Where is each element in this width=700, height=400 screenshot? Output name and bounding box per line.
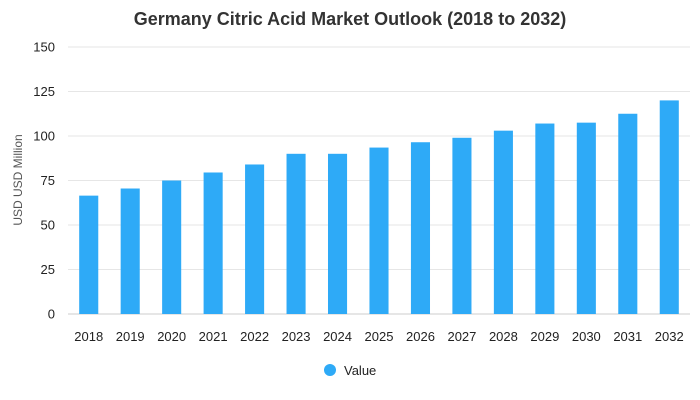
- y-tick-label-0: 0: [48, 307, 55, 322]
- x-tick-label-2027: 2027: [447, 329, 476, 344]
- bar-2022[interactable]: [245, 164, 265, 314]
- bar-2025[interactable]: [369, 147, 389, 314]
- bar-2018[interactable]: [79, 195, 99, 314]
- x-tick-label-2032: 2032: [655, 329, 684, 344]
- chart-title: Germany Citric Acid Market Outlook (2018…: [134, 9, 566, 29]
- x-tick-label-2020: 2020: [157, 329, 186, 344]
- y-axis-ticks: 0 25 50 75 100 125 150: [33, 40, 55, 322]
- bar-2020[interactable]: [162, 180, 182, 315]
- legend-marker-value: [324, 364, 336, 376]
- x-tick-label-2026: 2026: [406, 329, 435, 344]
- bar-2021[interactable]: [203, 172, 223, 314]
- bar-2030[interactable]: [576, 122, 596, 315]
- legend[interactable]: Value: [324, 363, 376, 378]
- x-tick-label-2029: 2029: [530, 329, 559, 344]
- y-tick-label-150: 150: [33, 40, 55, 55]
- bar-2026[interactable]: [410, 142, 431, 314]
- bar-2032[interactable]: [659, 100, 679, 315]
- x-tick-label-2025: 2025: [365, 329, 394, 344]
- legend-label-value: Value: [344, 363, 376, 378]
- bar-2029[interactable]: [535, 123, 555, 314]
- x-tick-label-2028: 2028: [489, 329, 518, 344]
- x-tick-label-2019: 2019: [116, 329, 145, 344]
- bar-2028[interactable]: [493, 130, 513, 314]
- x-tick-label-2022: 2022: [240, 329, 269, 344]
- bar-2019[interactable]: [120, 188, 140, 314]
- y-tick-label-75: 75: [41, 173, 55, 188]
- x-tick-label-2030: 2030: [572, 329, 601, 344]
- bar-2023[interactable]: [286, 153, 306, 314]
- y-tick-label-25: 25: [41, 262, 55, 277]
- x-tick-label-2031: 2031: [613, 329, 642, 344]
- y-tick-label-100: 100: [33, 129, 55, 144]
- x-tick-label-2023: 2023: [282, 329, 311, 344]
- y-tick-label-125: 125: [33, 84, 55, 99]
- y-tick-label-50: 50: [41, 218, 55, 233]
- bar-2024[interactable]: [327, 153, 348, 314]
- x-tick-label-2018: 2018: [74, 329, 103, 344]
- bar-2031[interactable]: [618, 113, 638, 314]
- bar-2027[interactable]: [452, 137, 472, 314]
- y-axis-label: USD USD Million: [11, 134, 25, 225]
- bars: [79, 100, 679, 315]
- x-tick-label-2024: 2024: [323, 329, 352, 344]
- x-axis-ticks: 2018 2019 2020 2021 2022 2023 2024 2025 2026 2027…: [74, 329, 683, 344]
- x-tick-label-2021: 2021: [199, 329, 228, 344]
